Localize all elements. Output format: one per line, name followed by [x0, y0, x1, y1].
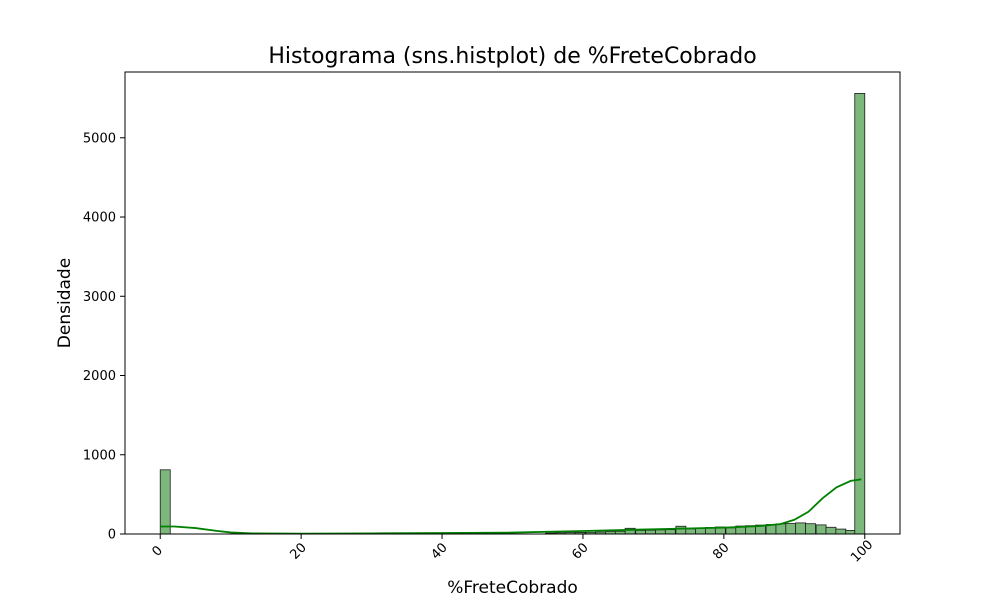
y-tick-label: 2000: [83, 369, 116, 384]
x-axis-ticks: 0 20 40 60 80 100: [150, 534, 876, 566]
histogram-bar: [635, 530, 647, 535]
histogram-bar: [825, 526, 837, 535]
histogram-bar: [664, 529, 676, 535]
histogram-bar: [675, 525, 687, 535]
chart-title: Histograma (sns.histplot) de %FreteCobra…: [268, 44, 756, 69]
y-tick-label: 1000: [83, 448, 116, 463]
histogram-bar: [645, 529, 656, 535]
histogram-bar: [695, 528, 707, 535]
y-axis-ticks: 0 1000 2000 3000 4000 5000: [83, 131, 125, 543]
y-tick-label: 0: [108, 528, 116, 543]
y-tick-label: 3000: [83, 290, 116, 305]
histogram-bar: [815, 524, 827, 535]
x-axis-label: %FreteCobrado: [447, 578, 578, 598]
histogram-bar: [854, 92, 866, 535]
y-tick-label: 4000: [83, 211, 116, 226]
histogram-bar: [805, 523, 816, 535]
histogram-bar: [785, 523, 797, 535]
x-tick-label: 60: [569, 540, 591, 562]
histogram-bar: [795, 522, 807, 535]
x-tick-label: 80: [710, 540, 732, 562]
bars-group: [159, 92, 866, 535]
histogram-bar: [685, 528, 697, 535]
kde-curve: [160, 478, 862, 535]
x-tick-label: 20: [288, 540, 310, 562]
histogram-bar: [159, 469, 171, 535]
y-tick-label: 5000: [83, 131, 116, 146]
plot-frame: [124, 71, 901, 535]
histogram-bar: [845, 530, 857, 535]
x-tick-label: 0: [150, 543, 166, 559]
histogram-bar: [655, 529, 666, 535]
y-axis-label: Densidade: [55, 258, 75, 348]
x-tick-label: 40: [428, 540, 450, 562]
histogram-bar: [835, 528, 847, 535]
histogram-bar: [725, 527, 737, 535]
x-tick-label: 100: [848, 537, 876, 565]
histogram-bar: [775, 523, 787, 535]
